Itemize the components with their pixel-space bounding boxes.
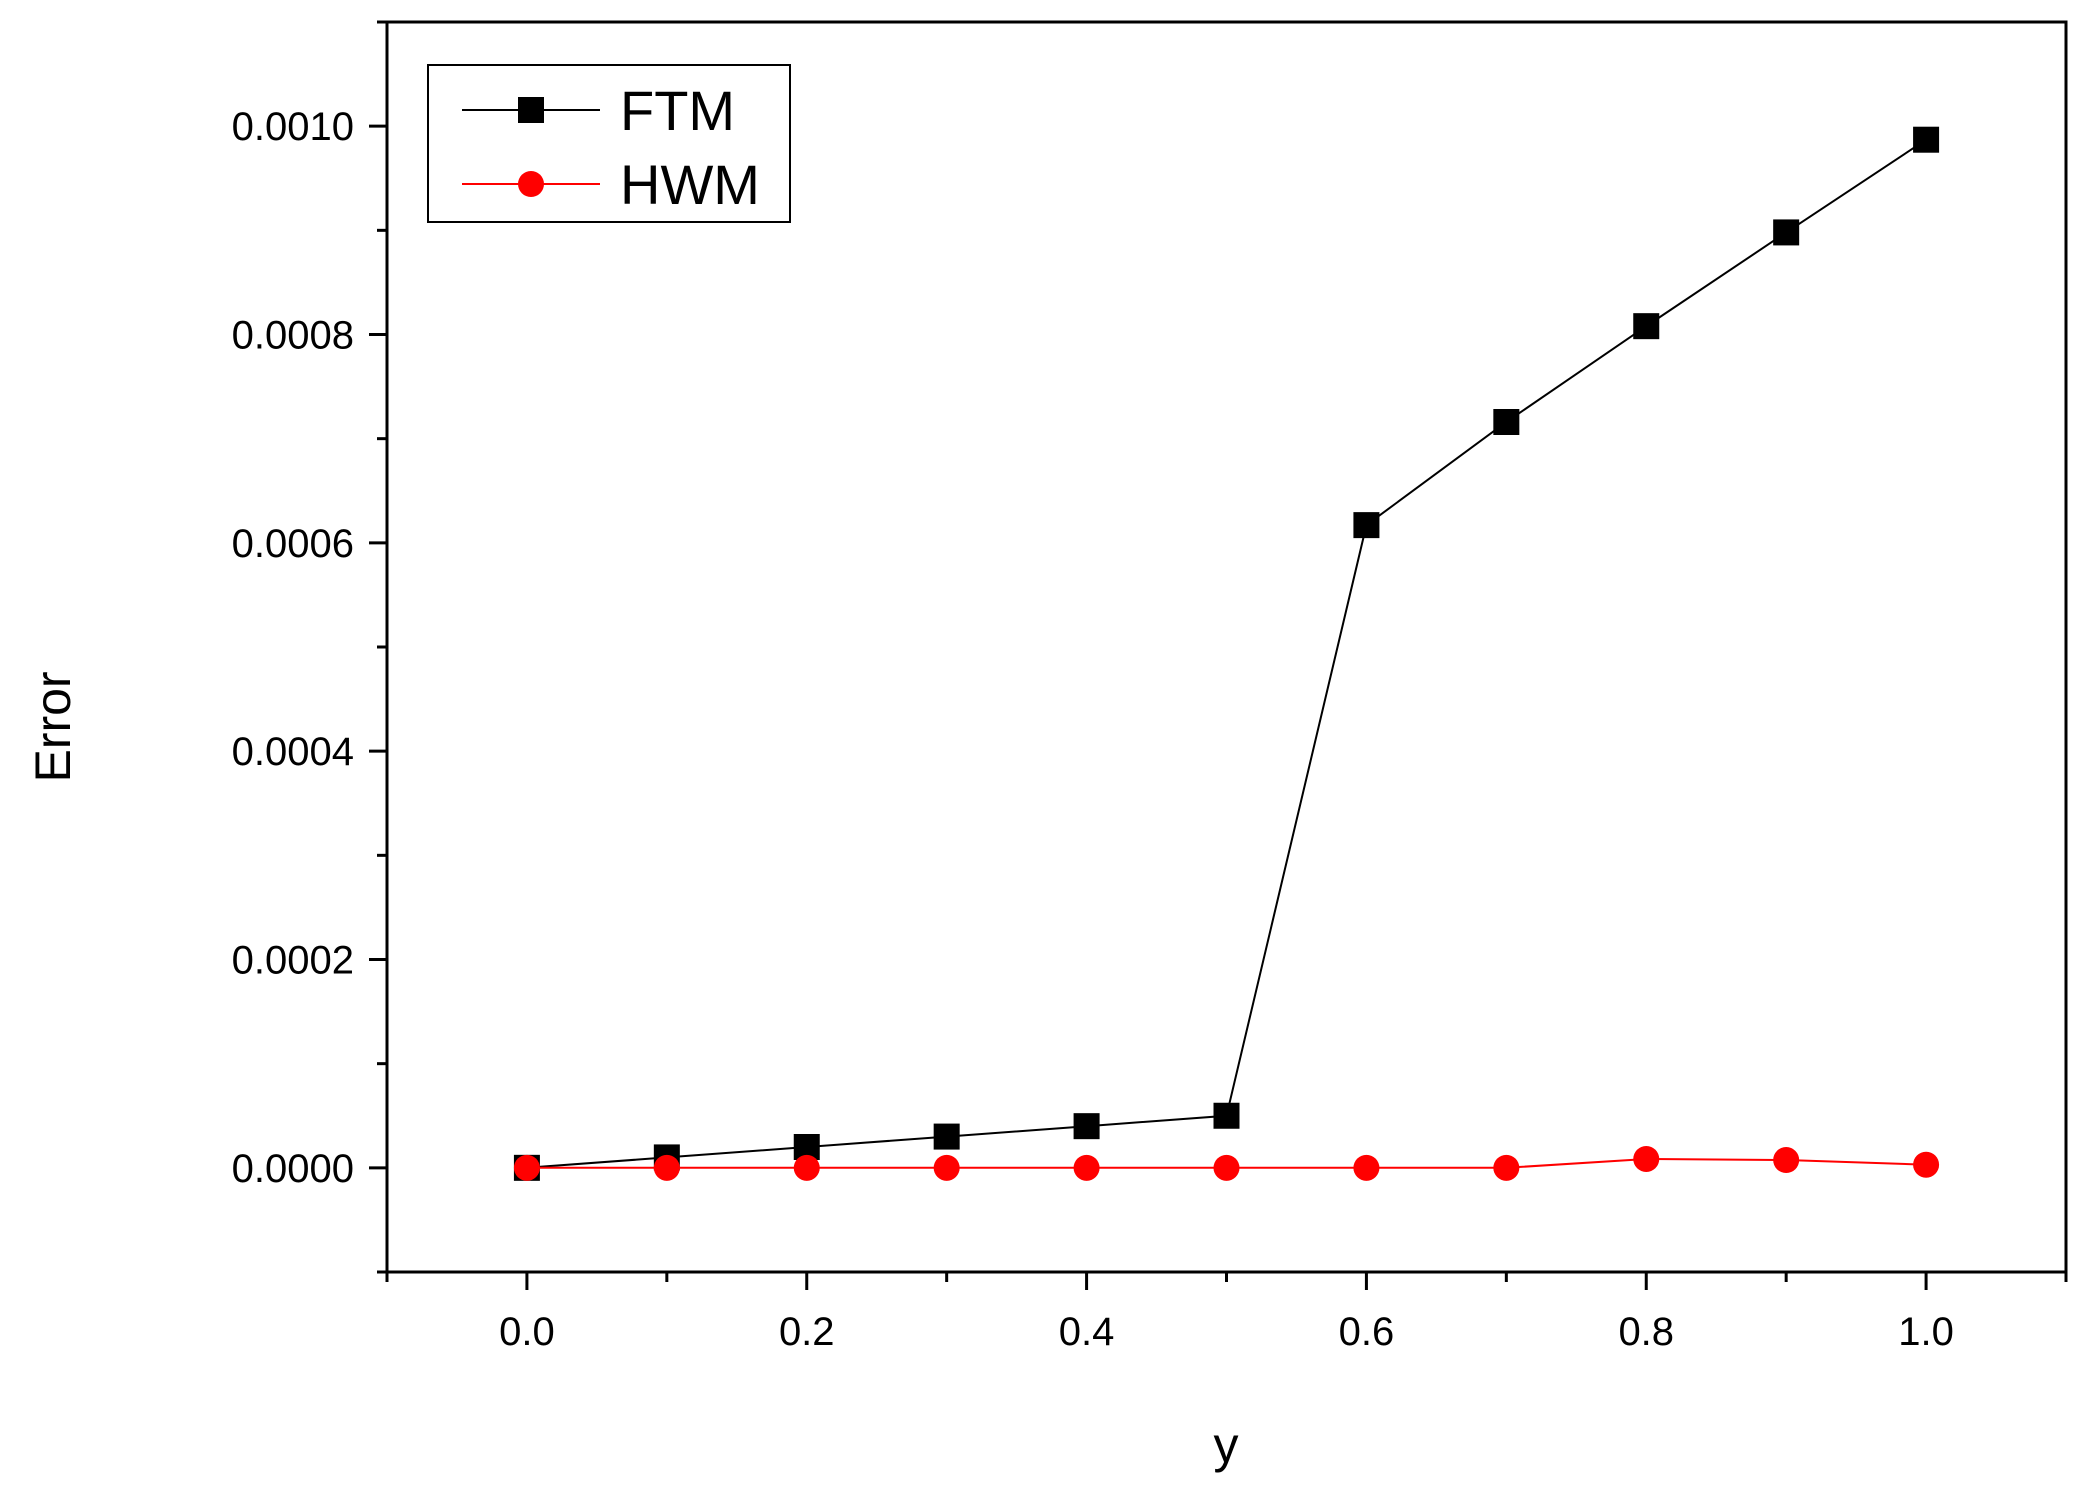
x-tick-label: 0.8 bbox=[1618, 1310, 1674, 1354]
data-point-ftm bbox=[1353, 512, 1380, 539]
axis-ticks bbox=[369, 20, 2068, 1290]
x-tick-label: 1.0 bbox=[1898, 1310, 1954, 1354]
series-layer bbox=[513, 126, 1940, 1181]
data-point-hwm bbox=[1633, 1145, 1660, 1172]
data-point-hwm bbox=[1773, 1147, 1800, 1174]
x-tick-label: 0.6 bbox=[1339, 1310, 1395, 1354]
legend-label-ftm: FTM bbox=[620, 79, 735, 142]
legend: FTM HWM bbox=[427, 64, 791, 223]
data-point-ftm bbox=[1073, 1113, 1100, 1140]
data-point-ftm bbox=[933, 1123, 960, 1150]
data-point-hwm bbox=[1213, 1154, 1240, 1181]
x-tick-label: 0.2 bbox=[779, 1310, 835, 1354]
data-point-hwm bbox=[653, 1154, 680, 1181]
data-point-hwm bbox=[1073, 1154, 1100, 1181]
data-point-ftm bbox=[1213, 1102, 1240, 1129]
y-tick-label: 0.0010 bbox=[232, 105, 354, 149]
data-point-ftm bbox=[1493, 409, 1520, 435]
data-point-ftm bbox=[1773, 219, 1800, 246]
legend-marker-hwm bbox=[518, 171, 544, 197]
y-tick-label: 0.0000 bbox=[232, 1147, 354, 1191]
data-point-ftm bbox=[1633, 313, 1660, 340]
y-tick-label: 0.0008 bbox=[232, 314, 354, 358]
y-tick-label: 0.0004 bbox=[232, 730, 354, 774]
data-point-hwm bbox=[1493, 1154, 1520, 1181]
series-hwm bbox=[513, 1145, 1940, 1181]
legend-entry-ftm: FTM bbox=[462, 79, 735, 142]
legend-label-hwm: HWM bbox=[620, 153, 760, 216]
x-axis-label: y bbox=[1214, 1417, 1239, 1473]
x-tick-label: 0.4 bbox=[1059, 1310, 1115, 1354]
y-axis-label: Error bbox=[25, 671, 81, 782]
y-tick-label: 0.0002 bbox=[232, 939, 354, 983]
data-point-hwm bbox=[793, 1154, 820, 1181]
legend-box bbox=[427, 64, 791, 223]
axis-tick-labels: 0.0 0.2 0.4 0.6 0.8 1.0 0.0000 0.0002 0.0004 0.00… bbox=[232, 105, 1954, 1354]
data-point-ftm bbox=[1913, 126, 1940, 153]
series-line-ftm bbox=[526, 138, 1927, 1169]
y-tick-label: 0.0006 bbox=[232, 522, 354, 566]
x-tick-label: 0.0 bbox=[499, 1310, 555, 1354]
data-point-hwm bbox=[1353, 1154, 1380, 1181]
data-point-hwm bbox=[1913, 1151, 1940, 1178]
data-point-hwm bbox=[513, 1154, 540, 1181]
legend-entry-hwm: HWM bbox=[462, 153, 760, 216]
legend-marker-ftm bbox=[518, 97, 544, 123]
series-ftm bbox=[513, 126, 1940, 1181]
data-point-hwm bbox=[933, 1154, 960, 1181]
